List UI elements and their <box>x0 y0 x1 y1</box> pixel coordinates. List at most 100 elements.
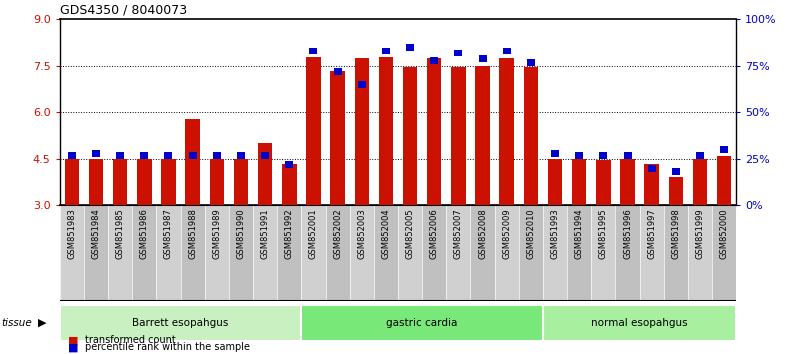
Bar <box>302 305 543 341</box>
Bar <box>717 156 732 205</box>
Text: GSM852010: GSM852010 <box>526 208 536 259</box>
Bar <box>427 58 442 205</box>
Bar <box>379 57 393 205</box>
Bar <box>253 205 277 301</box>
Bar <box>205 205 229 301</box>
Text: GSM851990: GSM851990 <box>236 208 245 259</box>
Text: GSM851996: GSM851996 <box>623 208 632 259</box>
Bar <box>567 205 591 301</box>
Bar <box>664 205 688 301</box>
Bar <box>669 177 683 205</box>
Text: GSM851999: GSM851999 <box>696 208 704 259</box>
Bar <box>189 152 197 159</box>
Bar <box>357 81 365 88</box>
Bar <box>406 44 414 51</box>
Bar <box>382 48 390 55</box>
Text: GSM851994: GSM851994 <box>575 208 583 259</box>
Bar <box>596 160 611 205</box>
Bar <box>688 205 712 301</box>
Bar <box>431 57 439 64</box>
Bar <box>213 152 220 159</box>
Bar <box>615 205 640 301</box>
Text: GSM852004: GSM852004 <box>381 208 390 259</box>
Bar <box>572 159 587 205</box>
Text: ■: ■ <box>68 335 78 345</box>
Bar <box>161 159 176 205</box>
Text: transformed count: transformed count <box>85 335 176 345</box>
Bar <box>64 159 79 205</box>
Bar <box>551 150 559 157</box>
Text: GSM851993: GSM851993 <box>551 208 560 259</box>
Bar <box>326 205 349 301</box>
Bar <box>693 159 708 205</box>
Text: tissue: tissue <box>2 318 33 328</box>
Bar <box>640 205 664 301</box>
Bar <box>354 58 369 205</box>
Bar <box>277 205 302 301</box>
Bar <box>548 159 562 205</box>
Bar <box>229 205 253 301</box>
Bar <box>209 159 224 205</box>
Bar <box>234 159 248 205</box>
Text: GSM851987: GSM851987 <box>164 208 173 259</box>
Bar <box>60 205 84 301</box>
Text: Barrett esopahgus: Barrett esopahgus <box>132 318 228 328</box>
Text: GSM852006: GSM852006 <box>430 208 439 259</box>
Bar <box>524 68 538 205</box>
Bar <box>132 205 156 301</box>
Bar <box>113 159 127 205</box>
Bar <box>543 305 736 341</box>
Bar <box>60 305 302 341</box>
Text: GSM851991: GSM851991 <box>260 208 270 259</box>
Bar <box>645 164 659 205</box>
Bar <box>494 205 519 301</box>
Bar <box>237 152 245 159</box>
Text: GSM852009: GSM852009 <box>502 208 511 259</box>
Bar <box>374 205 398 301</box>
Bar <box>500 58 514 205</box>
Bar <box>470 205 494 301</box>
Text: GDS4350 / 8040073: GDS4350 / 8040073 <box>60 4 187 17</box>
Bar <box>623 152 631 159</box>
Bar <box>181 205 205 301</box>
Bar <box>527 59 535 65</box>
Text: GSM851992: GSM851992 <box>285 208 294 259</box>
Bar <box>620 159 635 205</box>
Bar <box>330 70 345 205</box>
Bar <box>84 205 108 301</box>
Bar <box>165 152 173 159</box>
Bar <box>140 152 148 159</box>
Bar <box>137 159 151 205</box>
Bar <box>349 205 374 301</box>
Bar <box>258 143 272 205</box>
Text: normal esopahgus: normal esopahgus <box>591 318 688 328</box>
Bar <box>88 159 103 205</box>
Text: gastric cardia: gastric cardia <box>387 318 458 328</box>
Text: GSM851995: GSM851995 <box>599 208 608 259</box>
Text: GSM851988: GSM851988 <box>188 208 197 259</box>
Text: GSM852001: GSM852001 <box>309 208 318 259</box>
Text: GSM851983: GSM851983 <box>68 208 76 259</box>
Text: ■: ■ <box>68 342 78 352</box>
Bar <box>92 150 100 157</box>
Bar <box>282 164 296 205</box>
Bar <box>455 50 462 56</box>
Bar <box>672 169 680 175</box>
Text: GSM851989: GSM851989 <box>213 208 221 259</box>
Bar <box>185 119 200 205</box>
Text: GSM851985: GSM851985 <box>115 208 125 259</box>
Bar <box>108 205 132 301</box>
Text: GSM852005: GSM852005 <box>406 208 415 259</box>
Bar <box>451 68 466 205</box>
Text: GSM851997: GSM851997 <box>647 208 656 259</box>
Text: GSM852003: GSM852003 <box>357 208 366 259</box>
Text: GSM852007: GSM852007 <box>454 208 463 259</box>
Bar <box>285 161 293 168</box>
Bar <box>422 205 447 301</box>
Text: percentile rank within the sample: percentile rank within the sample <box>85 342 250 352</box>
Bar <box>310 48 318 55</box>
Text: GSM851998: GSM851998 <box>671 208 681 259</box>
Bar <box>599 152 607 159</box>
Bar <box>591 205 615 301</box>
Bar <box>543 205 567 301</box>
